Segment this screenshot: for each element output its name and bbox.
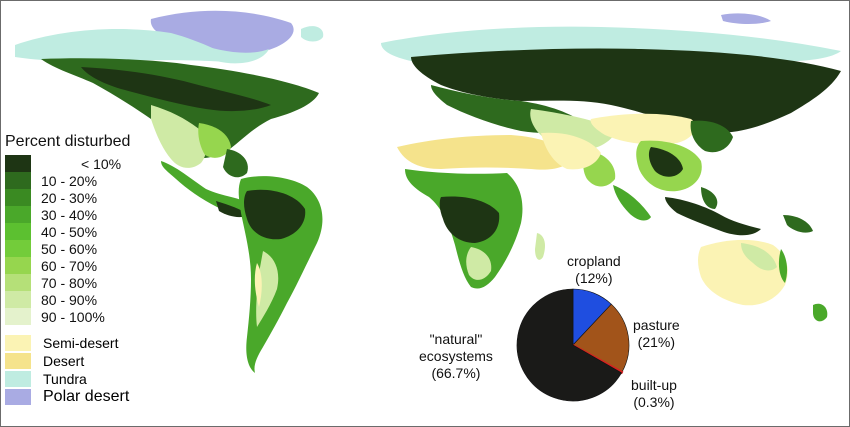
land-use-pie <box>516 288 630 402</box>
legend-label-1: 10 - 20% <box>41 172 98 189</box>
pie-label-pasture: pasture (21%) <box>633 317 680 351</box>
legend-title: Percent disturbed <box>5 133 131 150</box>
legend-row-6: 60 - 70% <box>5 257 130 274</box>
category-label-0: Semi-desert <box>43 335 119 351</box>
legend-swatch-9 <box>5 308 31 325</box>
pasture-label: pasture <box>633 317 680 333</box>
pie-slice-natural <box>516 288 622 402</box>
category-label-3: Polar desert <box>43 388 130 405</box>
legend-swatch-6 <box>5 257 31 274</box>
category-row-3: Polar desert <box>5 388 129 406</box>
legend-label-9: 90 - 100% <box>41 308 105 325</box>
pasture-value: (21%) <box>637 334 676 350</box>
legend-row-0: < 10% <box>5 155 130 172</box>
category-row-2: Tundra <box>5 370 129 388</box>
natural-label: "natural" <box>429 331 483 347</box>
category-label-1: Desert <box>43 353 85 369</box>
category-swatch-1 <box>5 353 31 369</box>
legend-swatch-2 <box>5 189 31 206</box>
pie-label-cropland: cropland (12%) <box>567 253 621 287</box>
legend-swatch-8 <box>5 291 31 308</box>
eurasia <box>381 26 841 236</box>
category-swatch-2 <box>5 371 31 387</box>
australia <box>698 215 828 322</box>
legend-row-4: 40 - 50% <box>5 223 130 240</box>
land-category-legend: Semi-desert Desert Tundra Polar desert <box>5 334 129 406</box>
legend-row-5: 50 - 60% <box>5 240 130 257</box>
built-up-label: built-up <box>631 377 677 393</box>
legend-label-6: 60 - 70% <box>41 257 98 274</box>
disturbance-legend: Percent disturbed < 10% 10 - 20% 20 - 30… <box>5 133 130 325</box>
legend-swatch-7 <box>5 274 31 291</box>
built-up-value: (0.3%) <box>633 394 675 410</box>
pie-label-natural: "natural" ecosystems (66.7%) <box>419 331 493 382</box>
cropland-value: (12%) <box>575 270 613 286</box>
legend-row-9: 90 - 100% <box>5 308 130 325</box>
legend-label-5: 50 - 60% <box>41 240 98 257</box>
legend-label-8: 80 - 90% <box>41 291 98 308</box>
legend-label-3: 30 - 40% <box>41 206 98 223</box>
south-america <box>238 176 323 373</box>
legend-row-8: 80 - 90% <box>5 291 130 308</box>
category-row-0: Semi-desert <box>5 334 129 352</box>
pie-label-built-up: built-up (0.3%) <box>631 377 677 411</box>
legend-row-7: 70 - 80% <box>5 274 130 291</box>
cropland-label: cropland <box>567 253 621 269</box>
legend-row-3: 30 - 40% <box>5 206 130 223</box>
natural-label-line2: ecosystems <box>419 348 493 364</box>
legend-label-0: < 10% <box>81 155 122 172</box>
legend-label-2: 20 - 30% <box>41 189 98 206</box>
category-swatch-0 <box>5 335 31 351</box>
legend-swatch-3 <box>5 206 31 223</box>
legend-swatch-4 <box>5 223 31 240</box>
legend-label-7: 70 - 80% <box>41 274 98 291</box>
legend-swatch-1 <box>5 172 31 189</box>
africa <box>397 132 601 289</box>
legend-swatch-5 <box>5 240 31 257</box>
category-swatch-3 <box>5 389 31 405</box>
category-label-2: Tundra <box>43 371 87 387</box>
pie-slice-pasture <box>572 303 630 373</box>
legend-swatch-0 <box>5 155 31 172</box>
north-america <box>15 29 319 218</box>
category-row-1: Desert <box>5 352 129 370</box>
legend-row-2: 20 - 30% <box>5 189 130 206</box>
legend-label-4: 40 - 50% <box>41 223 98 240</box>
natural-value: (66.7%) <box>431 365 481 381</box>
legend-row-1: 10 - 20% <box>5 172 130 189</box>
